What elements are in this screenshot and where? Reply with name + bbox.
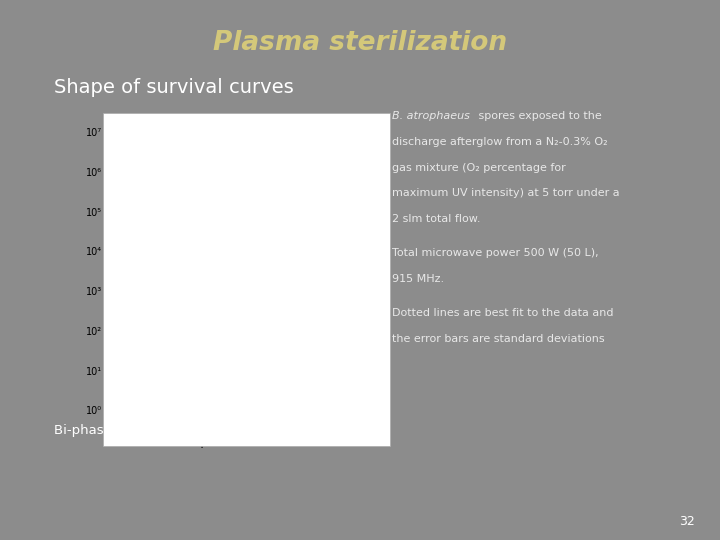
Text: 915 MHz.: 915 MHz. — [392, 274, 444, 284]
Text: gas mixture (O₂ percentage for: gas mixture (O₂ percentage for — [392, 163, 566, 173]
Text: 2 slm total flow.: 2 slm total flow. — [392, 214, 481, 225]
Text: Plasma sterilization: Plasma sterilization — [213, 30, 507, 56]
Text: Shape of survival curves: Shape of survival curves — [54, 78, 294, 97]
Text: discharge afterglow from a N₂-0.3% O₂: discharge afterglow from a N₂-0.3% O₂ — [392, 137, 608, 147]
Text: maximum UV intensity) at 5 torr under a: maximum UV intensity) at 5 torr under a — [392, 188, 620, 199]
Text: 32: 32 — [679, 515, 695, 528]
Text: (b): (b) — [354, 140, 371, 154]
Text: Bi-phasic survival curve. Decimal time D₂»D₁.: Bi-phasic survival curve. Decimal time D… — [54, 424, 357, 437]
Text: the error bars are standard deviations: the error bars are standard deviations — [392, 334, 605, 343]
Text: spores exposed to the: spores exposed to the — [475, 111, 602, 121]
X-axis label: Exposure time (min): Exposure time (min) — [186, 435, 307, 448]
Text: T = 28 ºC: T = 28 ºC — [125, 372, 172, 381]
Text: D₁ = 2.1 min: D₁ = 2.1 min — [144, 176, 211, 185]
Text: 0.3% O₂: 0.3% O₂ — [125, 349, 164, 359]
Text: D₂ = 16 min: D₂ = 16 min — [246, 261, 310, 272]
Text: B. atrophaeus: B. atrophaeus — [392, 111, 470, 121]
Text: Total microwave power 500 W (50 L),: Total microwave power 500 W (50 L), — [392, 248, 599, 258]
Text: Dotted lines are best fit to the data and: Dotted lines are best fit to the data an… — [392, 308, 614, 318]
